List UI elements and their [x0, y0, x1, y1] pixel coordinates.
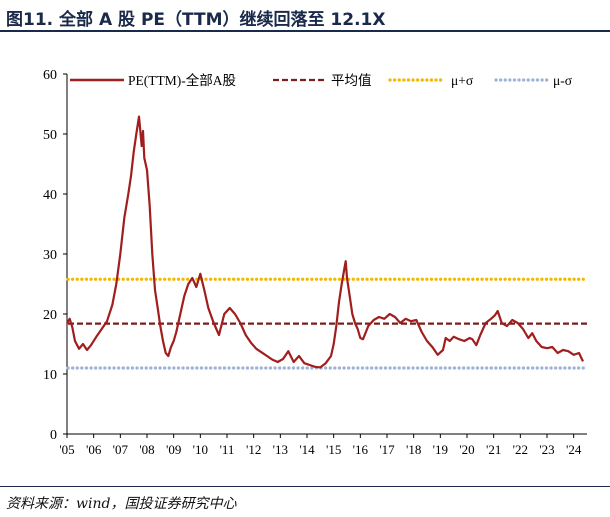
y-tick-label: 60	[43, 68, 57, 83]
x-tick-label: '23	[539, 442, 554, 457]
x-tick-label: '06	[86, 442, 102, 457]
chart-title: 图11. 全部 A 股 PE（TTM）继续回落至 12.1X	[6, 10, 386, 30]
legend-label: 平均值	[331, 73, 372, 88]
x-tick-label: '19	[433, 442, 448, 457]
footer-rule	[0, 486, 610, 487]
x-tick-label: '12	[246, 442, 261, 457]
y-tick-label: 30	[43, 248, 57, 263]
x-tick-label: '09	[166, 442, 181, 457]
x-tick-label: '07	[113, 442, 129, 457]
legend-upper: μ+σ	[388, 73, 474, 88]
legend-label: μ-σ	[553, 73, 573, 88]
y-tick-label: 10	[43, 368, 57, 383]
pe-ttm-line	[66, 115, 584, 369]
source-note: 资料来源：wind，国投证券研究中心	[6, 496, 237, 512]
x-tick-label: '14	[299, 442, 315, 457]
pe-line-chart: 0 10 20 30 40 50 60 '05 '06 '07 '08 '09 '10 '11 '12 '13…	[43, 68, 589, 457]
x-tick-label: '08	[139, 442, 154, 457]
title-rule	[0, 30, 610, 32]
y-tick-label: 0	[50, 428, 57, 443]
legend-label: PE(TTM)-全部A股	[128, 72, 236, 88]
x-tick-label: '15	[326, 442, 341, 457]
chart-legend: PE(TTM)-全部A股 平均值 μ+σ μ-σ	[70, 72, 573, 88]
x-tick-label: '05	[59, 442, 74, 457]
legend-pe: PE(TTM)-全部A股	[70, 72, 236, 88]
pe-series	[66, 115, 584, 369]
x-tick-label: '17	[379, 442, 395, 457]
x-tick-label: '22	[513, 442, 528, 457]
legend-lower: μ-σ	[494, 73, 573, 88]
x-tick-label: '11	[220, 442, 235, 457]
chart-axes: 0 10 20 30 40 50 60 '05 '06 '07 '08 '09 '10 '11 '12 '13…	[43, 68, 587, 457]
x-tick-label: '13	[273, 442, 288, 457]
x-tick-label: '10	[193, 442, 208, 457]
y-tick-label: 50	[43, 128, 57, 143]
legend-label: μ+σ	[451, 73, 474, 88]
x-tick-label: '24	[566, 442, 582, 457]
x-tick-label: '16	[353, 442, 369, 457]
y-tick-label: 20	[43, 308, 57, 323]
legend-mean: 平均值	[273, 73, 372, 88]
y-tick-label: 40	[43, 188, 57, 203]
x-tick-label: '18	[406, 442, 421, 457]
x-tick-label: '21	[486, 442, 501, 457]
x-tick-label: '20	[459, 442, 474, 457]
